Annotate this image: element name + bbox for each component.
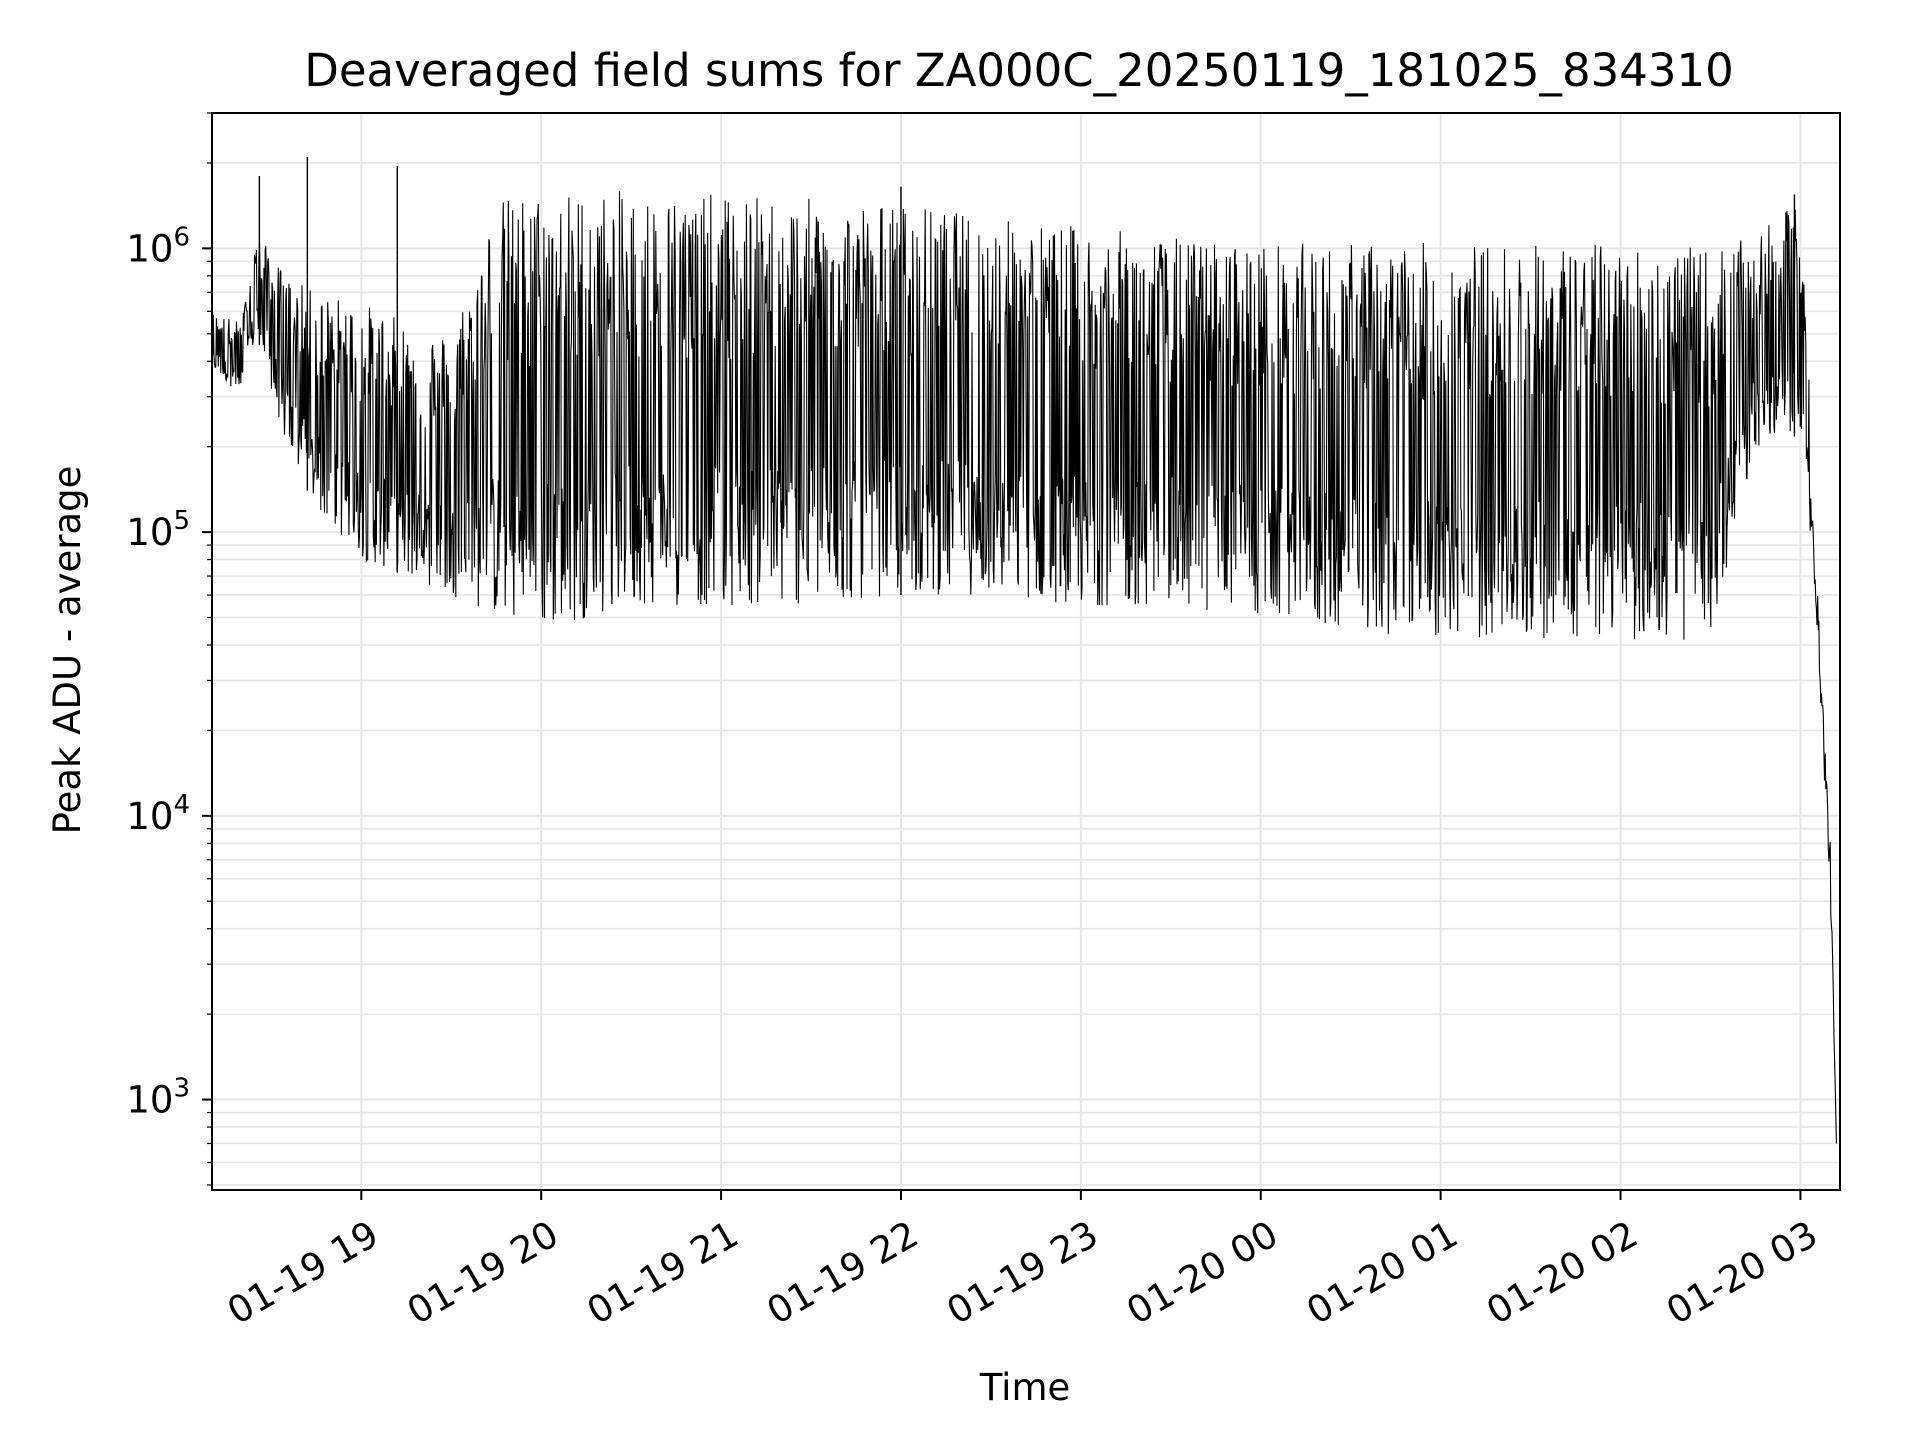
plot-frame <box>211 112 1841 1191</box>
data-series <box>210 156 1837 1144</box>
x-axis: 01-19 19 01-19 20 01-19 21 01-19 22 01-19 23… <box>220 1190 1825 1333</box>
x-tick-label: 01-20 01 <box>1299 1213 1465 1333</box>
x-tick-label: 01-19 23 <box>940 1213 1106 1333</box>
y-axis-label: Peak ADU - average <box>46 466 89 835</box>
x-axis-label: Time <box>979 1366 1071 1409</box>
x-tick-label: 01-19 21 <box>580 1213 746 1333</box>
x-tick-label: 01-19 22 <box>760 1213 926 1333</box>
grid-layer <box>212 112 1840 1190</box>
x-tick-label: 01-19 20 <box>400 1213 566 1333</box>
chart-title: Deaveraged field sums for ZA000C_2025011… <box>304 44 1734 97</box>
x-tick-label: 01-20 02 <box>1479 1213 1645 1333</box>
y-axis: 103 104 105 106 <box>126 112 212 1186</box>
y-tick-label: 103 <box>126 1074 190 1122</box>
y-tick-label: 106 <box>126 222 190 270</box>
x-tick-label: 01-20 00 <box>1120 1213 1286 1333</box>
y-tick-label: 105 <box>126 506 190 554</box>
x-tick-label: 01-20 03 <box>1659 1213 1825 1333</box>
x-tick-label: 01-19 19 <box>220 1213 386 1333</box>
y-tick-label: 104 <box>126 790 190 838</box>
series-line <box>210 191 1837 1144</box>
